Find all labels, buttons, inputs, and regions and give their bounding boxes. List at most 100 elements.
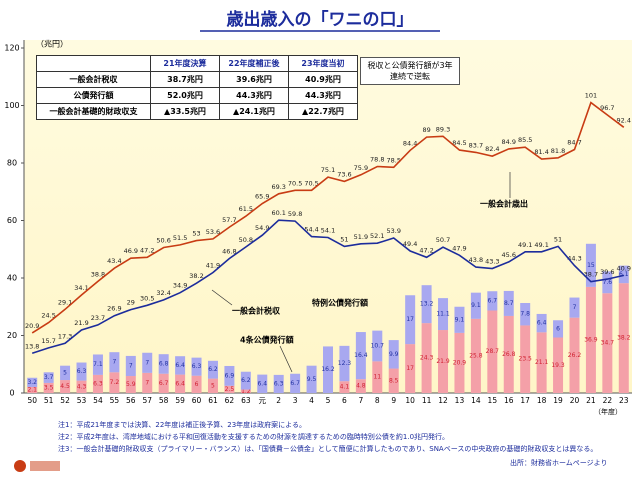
bar-segment — [27, 386, 38, 393]
bar-segment — [503, 290, 514, 316]
bar-label: 7.6 — [603, 279, 613, 286]
point-label: 23.7 — [91, 314, 105, 322]
bar-segment — [125, 355, 136, 377]
bar-segment — [158, 373, 169, 393]
bar-label: 2.1 — [27, 386, 37, 393]
bar-label: 21.1 — [535, 359, 549, 366]
table-row: 公債発行額 52.0兆円 44.3兆円 44.3兆円 — [36, 87, 358, 104]
bar-segment — [43, 382, 54, 393]
bar-segment — [158, 354, 169, 374]
table-cell: 44.3兆円 — [219, 87, 289, 104]
bar-label: 5 — [211, 382, 215, 389]
bar-label: 7.1 — [93, 361, 103, 368]
point-label: 51.5 — [173, 234, 187, 242]
point-label: 53 — [192, 230, 200, 238]
bar-segment — [240, 371, 251, 390]
point-label: 29.1 — [58, 298, 72, 306]
annotation: 特例公債発行額 — [312, 298, 368, 308]
bar-segment — [470, 318, 481, 393]
bar-segment — [257, 374, 268, 393]
point-label: 47.2 — [419, 246, 433, 254]
bar-label: 13.2 — [420, 301, 434, 308]
bar-segment — [602, 271, 613, 294]
note: 注1：平成21年度までは決算、22年度は補正後予算、23年度は政府案による。 — [58, 421, 306, 429]
x-tick-label: 54 — [93, 396, 103, 405]
bar-segment — [109, 352, 120, 373]
x-tick-label: 62 — [225, 396, 235, 405]
table-corner — [36, 55, 151, 72]
point-label: 78.8 — [370, 155, 384, 163]
bar-label: 7.8 — [520, 311, 530, 318]
point-label: 43.4 — [107, 257, 121, 265]
bar-segment — [421, 285, 432, 324]
x-tick-label: 57 — [142, 396, 152, 405]
annotation: 一般会計税収 — [232, 306, 281, 316]
x-tick-label: 17 — [520, 396, 530, 405]
bar-segment — [142, 372, 153, 393]
x-tick-label: 56 — [126, 396, 136, 405]
bar-label: 8.5 — [389, 377, 399, 384]
x-tick-label: 21 — [586, 396, 596, 405]
point-label: 38.8 — [91, 270, 105, 278]
point-label: 49.1 — [534, 241, 548, 249]
y-tick-label: 120 — [4, 44, 19, 53]
point-label: 15.7 — [41, 337, 55, 345]
bar-segment — [454, 332, 465, 393]
point-label: 43.8 — [469, 256, 483, 264]
bar-label: 6.8 — [159, 360, 169, 367]
bar-label: 5.9 — [126, 381, 136, 388]
bar-label: 6.4 — [537, 320, 547, 327]
bar-label: 9.1 — [471, 302, 481, 309]
bar-segment — [438, 298, 449, 331]
bar-label: 6.1 — [619, 271, 629, 278]
bar-segment — [240, 389, 251, 393]
bar-segment — [602, 293, 613, 393]
bar-segment — [553, 337, 564, 393]
bar-label: 21.9 — [436, 358, 450, 365]
summary-table: 21年度決算 22年度補正後 23年度当初 一般会計税収 38.7兆円 39.6兆円 40.… — [36, 55, 358, 120]
table-row: 21年度決算 22年度補正後 23年度当初 — [36, 55, 358, 72]
bar-label: 4.8 — [356, 383, 366, 390]
point-label: 26.9 — [107, 305, 121, 313]
table-cell: 一般会計基礎的財政収支 — [36, 103, 151, 120]
bar-segment — [339, 381, 350, 393]
bar-segment — [76, 380, 87, 393]
bar-segment — [405, 344, 416, 393]
x-tick-label: 6 — [342, 396, 347, 405]
x-tick-label: 15 — [488, 396, 498, 405]
table-cell: 40.9兆円 — [288, 71, 358, 88]
x-tick-label: 20 — [570, 396, 580, 405]
bar-segment — [60, 365, 71, 381]
y-tick-label: 40 — [7, 274, 17, 283]
point-label: 101 — [585, 92, 597, 100]
bar-label: 1.2 — [241, 388, 251, 395]
point-label: 46.8 — [222, 247, 236, 255]
point-label: 57.7 — [222, 216, 236, 224]
bar-label: 26.8 — [502, 351, 516, 358]
point-label: 54.1 — [321, 226, 335, 234]
x-tick-label: 60 — [192, 396, 202, 405]
table-cell: 23年度当初 — [288, 55, 358, 72]
bar-label: 6 — [195, 381, 199, 388]
point-label: 52.1 — [370, 232, 384, 240]
bar-label: 3.7 — [44, 374, 54, 381]
point-label: 17.3 — [58, 332, 72, 340]
point-label: 44.3 — [567, 255, 581, 263]
point-label: 83.7 — [469, 141, 483, 149]
x-tick-label: 9 — [391, 396, 396, 405]
bar-segment — [553, 320, 564, 338]
point-label: 92.4 — [617, 116, 631, 124]
point-label: 50.6 — [156, 237, 170, 245]
bar-segment — [536, 313, 547, 333]
bar-segment — [109, 372, 120, 393]
table-cell: 52.0兆円 — [150, 87, 220, 104]
point-label: 32.4 — [156, 289, 170, 297]
point-label: 50.7 — [436, 236, 450, 244]
bar-label: 6.3 — [77, 368, 87, 375]
bar-label: 6.4 — [257, 380, 267, 387]
bar-label: 3.5 — [44, 384, 54, 391]
leader-line — [211, 289, 233, 306]
bar-segment — [175, 374, 186, 393]
bar-segment — [76, 362, 87, 381]
x-tick-label: 58 — [159, 396, 169, 405]
